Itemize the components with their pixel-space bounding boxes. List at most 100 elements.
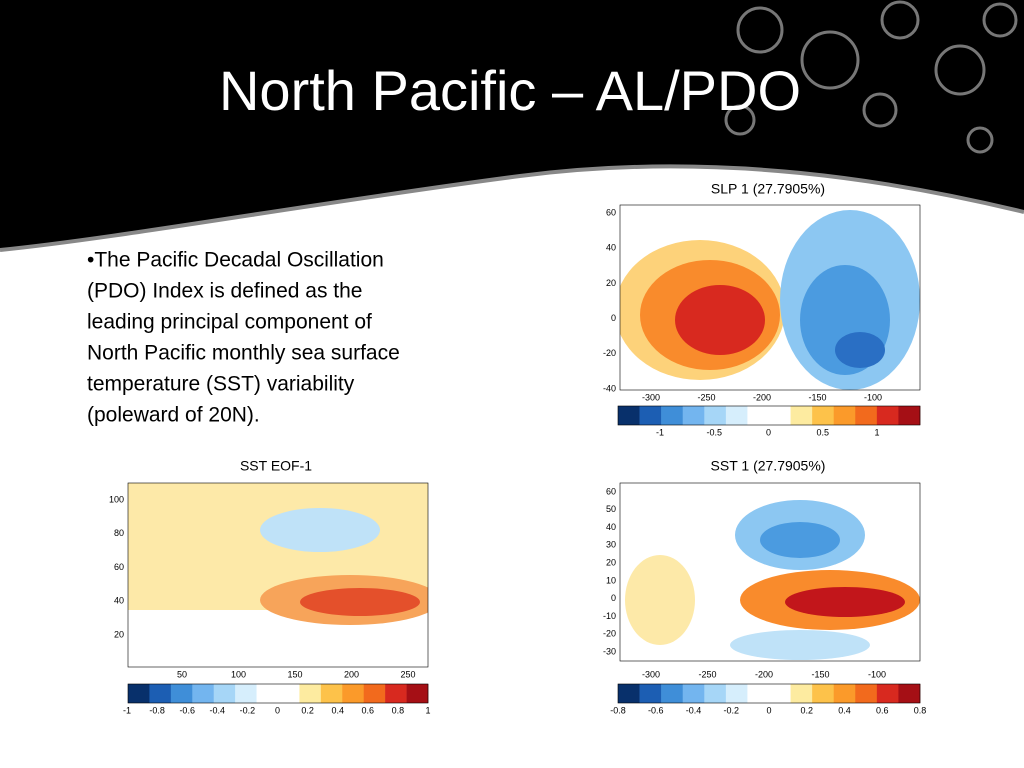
y-tick-label: 30 (606, 540, 616, 550)
colorbar-label: 1 (874, 427, 879, 437)
colorbar-frame (617, 405, 921, 426)
colorbar-swatch (855, 684, 878, 703)
bullet-line: (PDO) Index is defined as the (87, 280, 362, 303)
colorbar-label: 0 (766, 427, 771, 437)
colorbar-swatch (704, 684, 727, 703)
colorbar-label: -0.4 (210, 705, 226, 715)
x-tick-label: -250 (698, 669, 716, 679)
colorbar-label: -0.4 (686, 705, 702, 715)
colorbar-swatch (812, 684, 835, 703)
y-tick-label: 100 (109, 494, 124, 504)
y-tick-label: 40 (114, 596, 124, 606)
colorbar-swatch (898, 406, 921, 425)
colorbar-swatch (618, 684, 640, 703)
colorbar-swatch (747, 684, 770, 703)
x-tick-label: 150 (287, 669, 302, 679)
colorbar-swatch (618, 406, 640, 425)
colorbar-label: 0.8 (392, 705, 405, 715)
colorbar-label: -0.8 (149, 705, 165, 715)
colorbar-swatch (192, 684, 215, 703)
colorbar-label: 0.8 (914, 705, 927, 715)
colorbar-swatch (682, 406, 705, 425)
bullet-line: (poleward of 20N). (87, 404, 260, 427)
y-tick-label: -10 (603, 611, 616, 621)
map-sst (620, 483, 920, 661)
colorbar-swatch (149, 684, 172, 703)
bullet-text: •The Pacific Decadal Oscillation (PDO) In… (87, 249, 400, 427)
y-tick-label: 40 (606, 522, 616, 532)
colorbar-label: -1 (123, 705, 131, 715)
x-tick-label: -150 (811, 669, 829, 679)
colorbar-label: 0 (766, 705, 771, 715)
map-frame (127, 482, 429, 668)
colorbar-swatch (769, 684, 791, 703)
bullet-line: North Pacific monthly sea surface (87, 342, 400, 365)
x-tick-label: -300 (642, 392, 660, 402)
colorbar-label: -0.8 (610, 705, 626, 715)
header-edge (0, 164, 1024, 252)
colorbar-swatch (876, 684, 899, 703)
y-tick-label: 80 (114, 528, 124, 538)
colorbar-label: 0.5 (816, 427, 829, 437)
colorbar-label: -0.2 (723, 705, 739, 715)
colorbar-label: 0.2 (301, 705, 314, 715)
colorbar-swatch (661, 684, 684, 703)
map-sst-eof (128, 483, 428, 667)
colorbar-swatch (790, 406, 813, 425)
colorbar-label: -0.6 (648, 705, 664, 715)
colorbar-swatch (747, 406, 770, 425)
y-tick-label: -20 (603, 348, 616, 358)
colorbar-swatch (682, 684, 705, 703)
map-frame (619, 204, 921, 391)
colorbar-swatch (170, 684, 193, 703)
slide-title: North Pacific – AL/PDO (219, 59, 801, 122)
y-tick-label: -40 (603, 383, 616, 393)
bullet-line: •The Pacific Decadal Oscillation (87, 249, 384, 272)
colorbar-swatch (876, 406, 899, 425)
colorbar-swatch (833, 406, 856, 425)
colorbar-swatch (363, 684, 386, 703)
y-tick-label: 20 (606, 557, 616, 567)
colorbar-swatch (855, 406, 878, 425)
colorbar-swatch (769, 406, 791, 425)
colorbar-swatch (385, 684, 407, 703)
y-tick-label: 10 (606, 575, 616, 585)
x-tick-label: -300 (642, 669, 660, 679)
colorbar-swatch (278, 684, 300, 703)
colorbar-frame (617, 683, 921, 704)
colorbar-swatch (725, 684, 748, 703)
colorbar-swatch (256, 684, 279, 703)
x-tick-label: 100 (231, 669, 246, 679)
x-tick-label: 200 (344, 669, 359, 679)
y-tick-label: -20 (603, 629, 616, 639)
x-tick-label: -200 (753, 392, 771, 402)
map-slp (620, 205, 920, 390)
colorbar-frame (127, 683, 429, 704)
y-tick-label: 40 (606, 243, 616, 253)
colorbar-swatch (406, 684, 429, 703)
y-tick-label: 0 (611, 313, 616, 323)
colorbar-label: -0.2 (240, 705, 256, 715)
colorbar-swatch (299, 684, 322, 703)
swirl-decoration (724, 0, 1018, 154)
x-tick-label: -100 (864, 392, 882, 402)
colorbar-swatch (790, 684, 813, 703)
x-tick-label: -200 (755, 669, 773, 679)
colorbar-swatch (898, 684, 921, 703)
colorbar-label: 0.6 (876, 705, 889, 715)
colorbar-label: 0.6 (362, 705, 375, 715)
panel-title: SST EOF-1 (240, 458, 312, 474)
colorbar-swatch (639, 406, 662, 425)
x-tick-label: 250 (400, 669, 415, 679)
x-tick-label: -150 (808, 392, 826, 402)
colorbar-swatch (213, 684, 236, 703)
colorbar-label: 0.4 (838, 705, 851, 715)
map-frame (619, 482, 921, 662)
colorbar-swatch (235, 684, 257, 703)
colorbar-swatch (704, 406, 727, 425)
y-tick-label: 20 (606, 278, 616, 288)
bullet-line: leading principal component of (87, 311, 372, 334)
colorbar-swatch (320, 684, 343, 703)
colorbar-label: -0.5 (706, 427, 722, 437)
y-tick-label: -30 (603, 646, 616, 656)
